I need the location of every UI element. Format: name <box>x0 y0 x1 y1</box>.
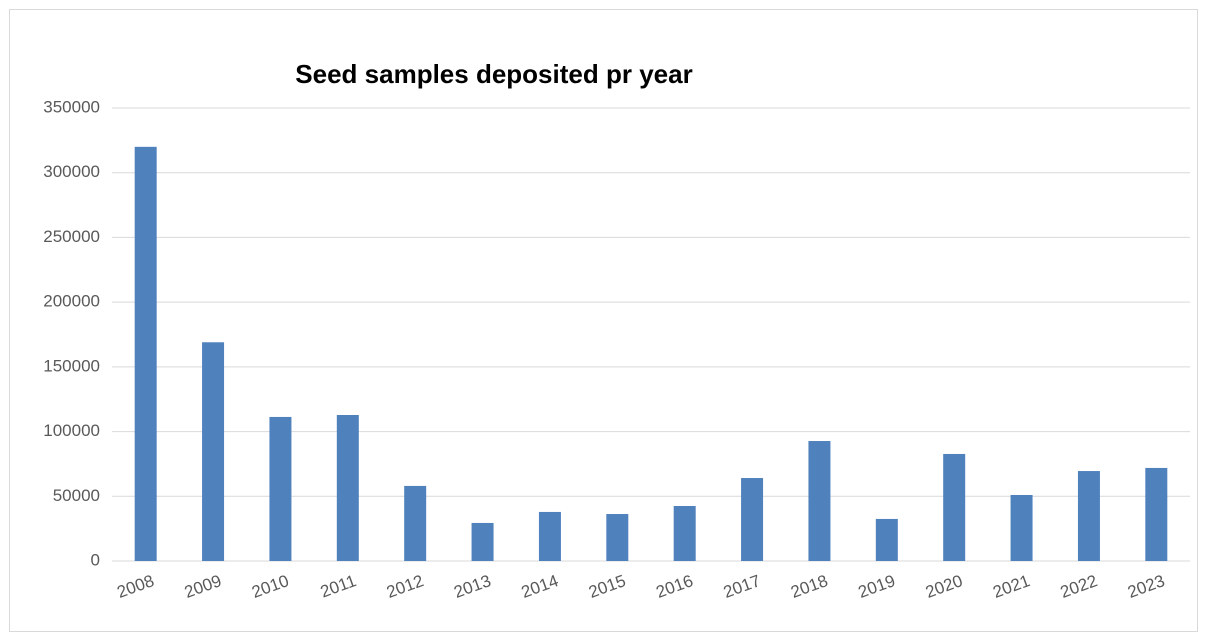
chart-title: Seed samples deposited pr year <box>295 59 692 89</box>
bar <box>606 514 629 561</box>
bar <box>202 342 225 561</box>
y-tick-label: 100000 <box>43 421 100 440</box>
bar <box>336 415 359 561</box>
bar <box>875 518 898 561</box>
bar <box>1077 471 1100 561</box>
y-tick-label: 200000 <box>43 292 100 311</box>
bar <box>1145 467 1168 561</box>
bar <box>673 505 696 561</box>
y-tick-label: 50000 <box>53 486 100 505</box>
y-tick-label: 300000 <box>43 162 100 181</box>
bar <box>808 441 831 561</box>
y-tick-label: 250000 <box>43 227 100 246</box>
bar <box>404 485 427 561</box>
y-tick-label: 0 <box>91 550 100 569</box>
bar <box>538 511 561 561</box>
bar <box>943 453 966 561</box>
bar <box>269 416 292 561</box>
bar <box>741 478 764 561</box>
y-tick-label: 350000 <box>43 97 100 116</box>
bar <box>1010 494 1033 561</box>
bar <box>471 522 494 561</box>
bar <box>134 146 157 562</box>
y-tick-label: 150000 <box>43 356 100 375</box>
